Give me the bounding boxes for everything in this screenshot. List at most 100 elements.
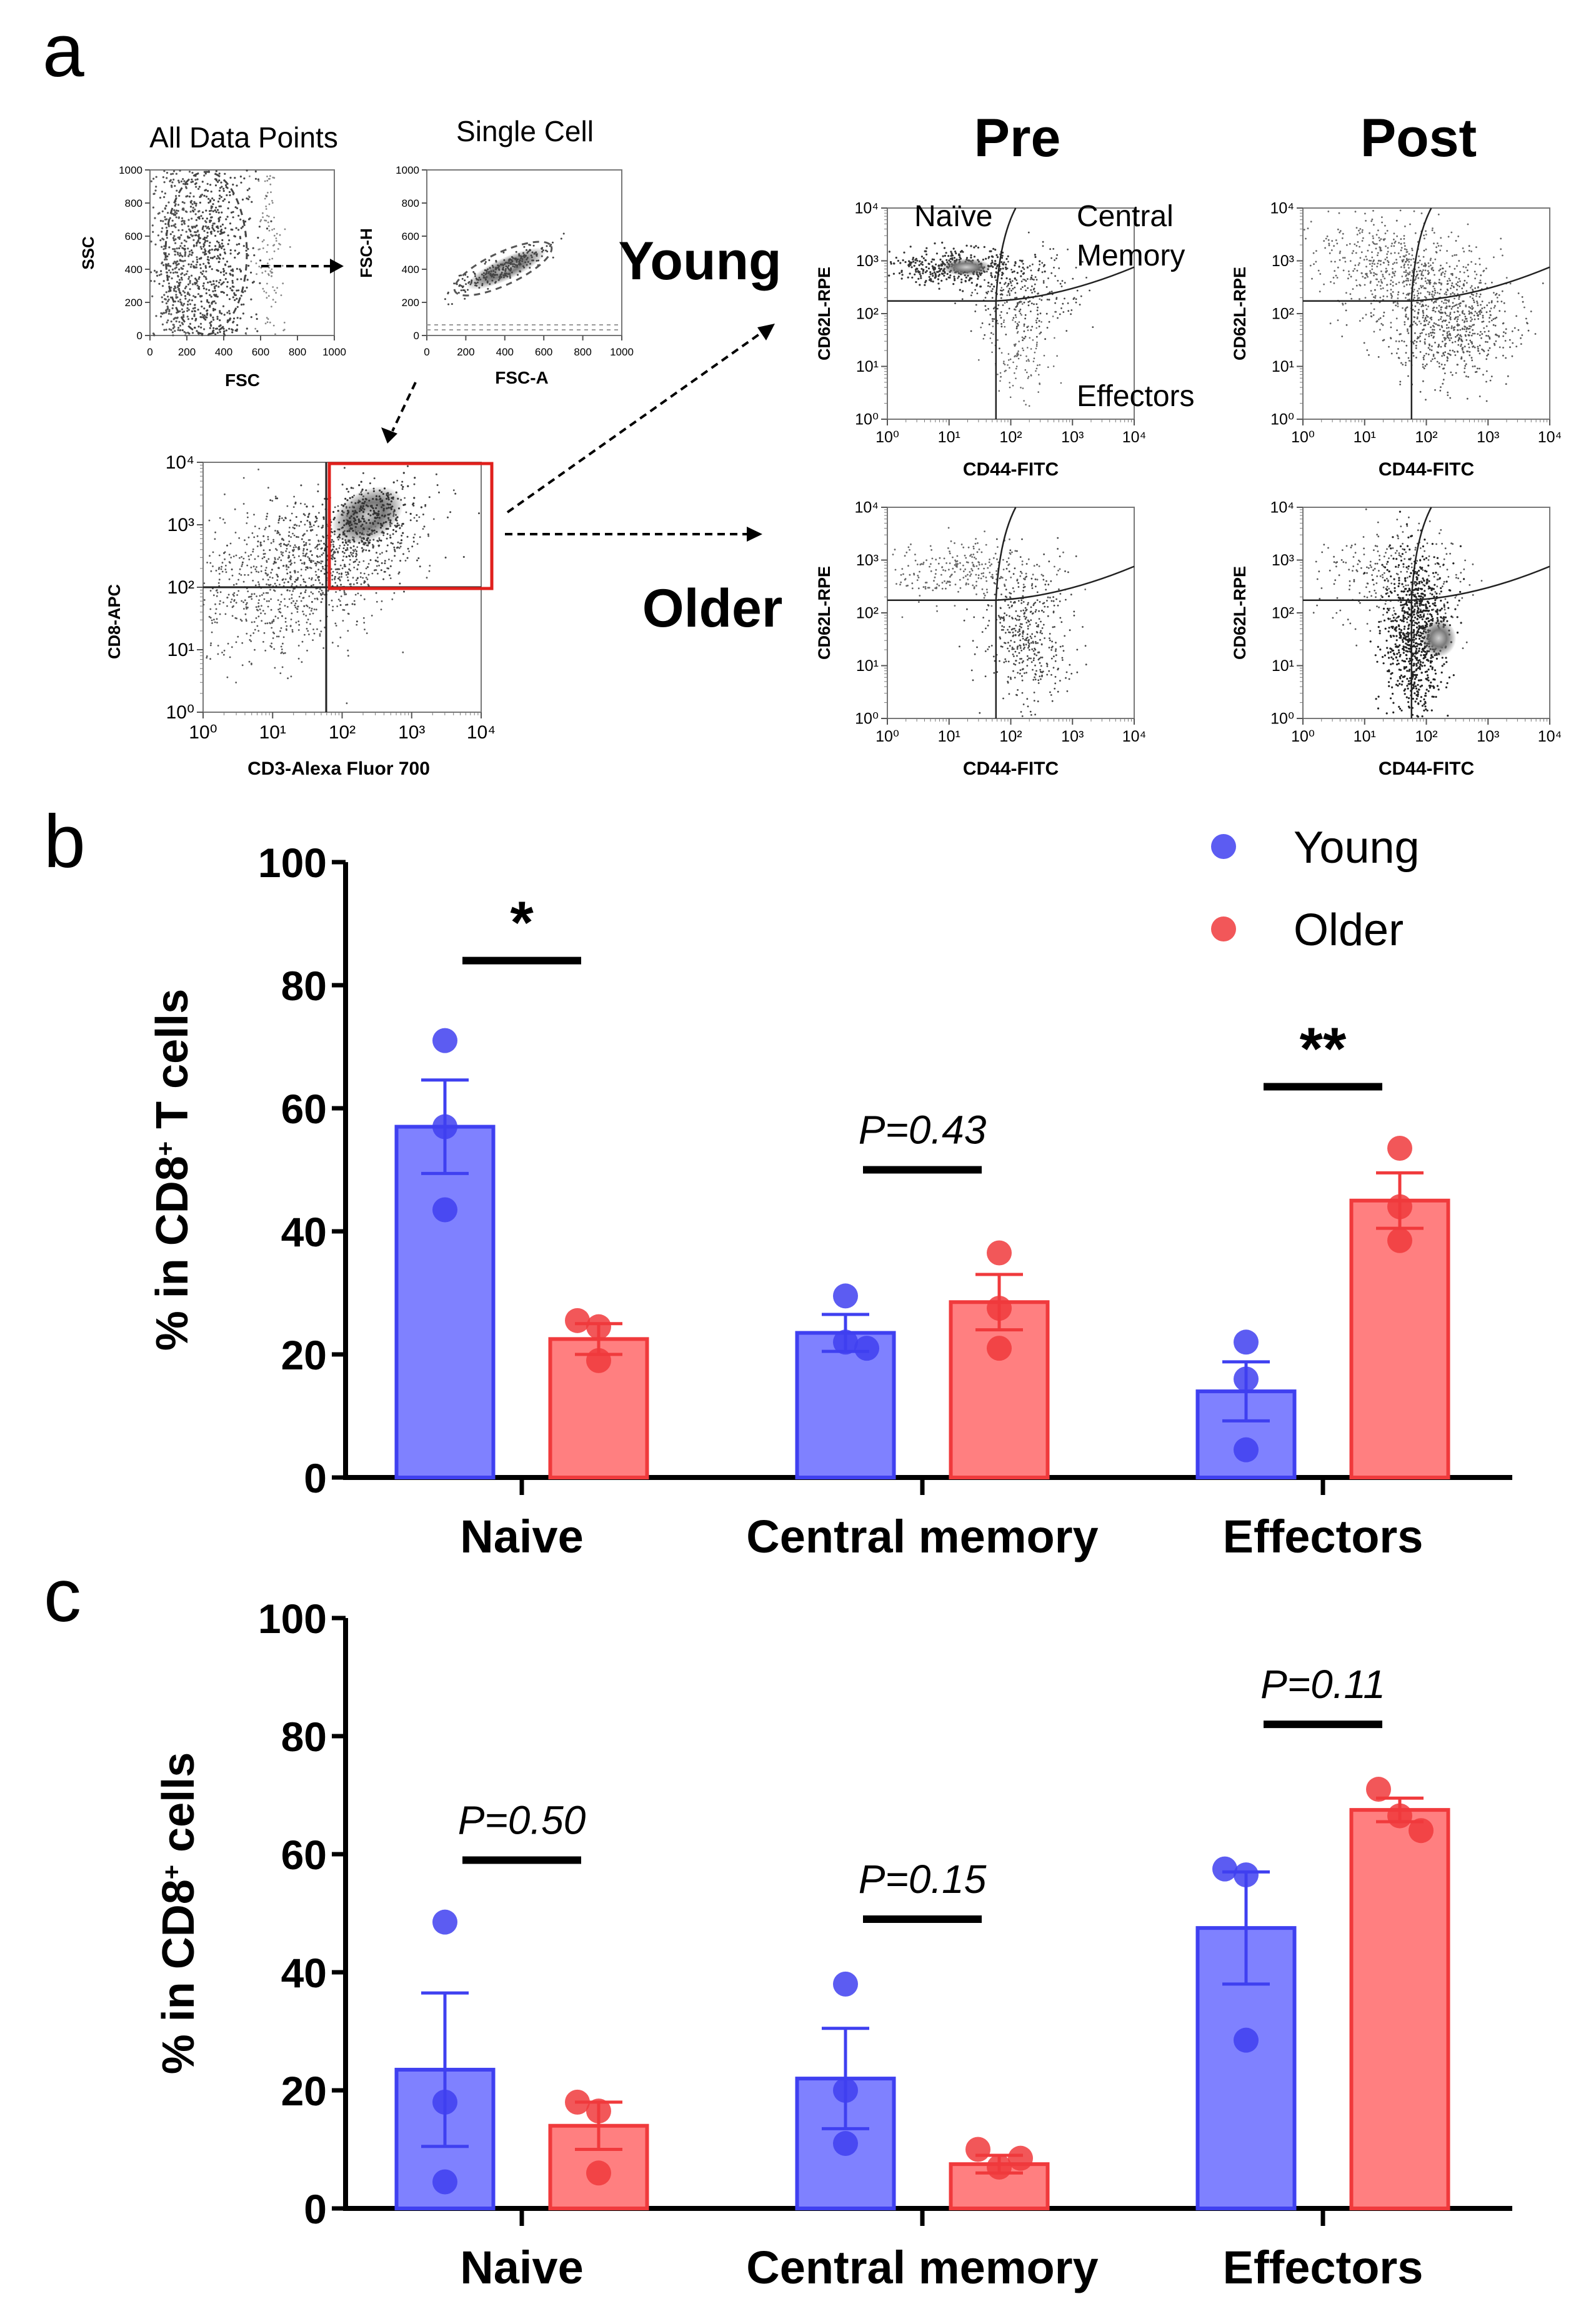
scatter-dot: [302, 513, 305, 515]
scatter-dot: [1397, 291, 1400, 293]
scatter-dot: [511, 256, 513, 258]
scatter-dot: [1457, 315, 1459, 318]
scatter-dot: [231, 615, 234, 617]
scatter-dot: [228, 239, 231, 242]
scatter-dot: [167, 300, 169, 302]
scatter-dot: [1010, 282, 1012, 284]
scatter-dot: [186, 195, 189, 197]
scatter-dot: [1303, 229, 1305, 231]
scatter-dot: [276, 549, 278, 551]
scatter-dot: [1393, 238, 1395, 241]
scatter-dot: [221, 312, 223, 315]
scatter-dot: [339, 604, 342, 606]
scatter-dot: [250, 595, 252, 598]
scatter-dot: [1448, 299, 1450, 301]
scatter-dot: [193, 315, 196, 317]
scatter-dot: [303, 544, 306, 547]
scatter-dot: [254, 327, 257, 330]
scatter-dot: [1490, 319, 1493, 322]
axis-label-fsc-h: FSC-H: [357, 228, 376, 277]
scatter-dot: [1405, 279, 1407, 282]
scatter-dot: [1431, 229, 1434, 231]
scatter-dot: [284, 517, 287, 519]
scatter-dot: [1454, 318, 1456, 320]
scatter-dot: [297, 657, 300, 660]
scatter-dot: [290, 675, 292, 678]
scatter-dot: [1030, 348, 1032, 350]
scatter-dot: [1009, 386, 1011, 389]
scatter-dot: [236, 583, 237, 585]
scatter-dot: [964, 271, 966, 274]
scatter-dot: [1440, 386, 1442, 388]
scatter-dot: [396, 525, 398, 528]
scatter-dot: [1407, 264, 1409, 266]
scatter-dot: [1337, 228, 1339, 231]
scatter-dot: [304, 591, 306, 593]
scatter-dot: [1378, 259, 1380, 262]
scatter-dot: [232, 593, 234, 596]
scatter-dot: [1459, 314, 1461, 316]
scatter-dot: [930, 280, 932, 282]
scatter-dot: [250, 640, 252, 642]
scatter-dot: [1027, 347, 1029, 349]
scatter-dot: [256, 317, 258, 320]
scatter-dot: [1364, 212, 1366, 215]
scatter-dot: [192, 307, 194, 310]
scatter-dot: [519, 270, 521, 272]
scatter-dot: [1323, 283, 1325, 286]
scatter-dot: [213, 222, 216, 225]
scatter-dot: [424, 504, 427, 506]
scatter-dot: [187, 292, 190, 295]
scatter-dot: [1392, 285, 1394, 287]
scatter-dot: [1485, 311, 1488, 314]
scatter-dot: [343, 544, 346, 547]
scatter-dot: [279, 607, 281, 610]
scatter-dot: [319, 635, 321, 637]
scatter-dot: [221, 247, 223, 249]
scatter-dot: [1444, 320, 1447, 322]
scatter-dot: [1382, 238, 1385, 241]
scatter-dot: [206, 309, 208, 312]
scatter-dot: [1390, 292, 1392, 295]
axis-label-ssc: SSC: [79, 236, 97, 270]
scatter-dot: [219, 279, 222, 281]
scatter-dot: [227, 201, 231, 204]
scatter-dot: [161, 246, 163, 248]
scatter-dot: [341, 510, 344, 512]
scatter-dot: [1020, 281, 1023, 282]
scatter-dot: [272, 324, 275, 327]
scatter-dot: [212, 316, 214, 319]
scatter-dot: [1455, 240, 1457, 242]
scatter-dot: [1372, 241, 1374, 243]
scatter-dot: [1386, 253, 1389, 256]
scatter-dot: [219, 311, 221, 314]
scatter-dot: [1042, 245, 1044, 247]
scatter-dot: [1035, 303, 1038, 305]
scatter-dot: [1395, 304, 1397, 307]
scatter-dot: [206, 237, 208, 239]
scatter-dot: [1044, 338, 1046, 340]
scatter-dot: [209, 562, 212, 564]
scatter-dot: [192, 244, 195, 247]
scatter-dot: [1502, 347, 1504, 349]
scatter-dot: [313, 632, 316, 635]
scatter-dot: [1312, 252, 1315, 254]
scatter-dot: [378, 495, 381, 498]
scatter-dot: [1421, 277, 1423, 279]
scatter-dot: [1417, 292, 1420, 295]
scatter-dot: [1407, 318, 1409, 320]
scatter-dot: [1474, 277, 1477, 280]
y-tick-label: 400: [402, 264, 419, 276]
scatter-dot: [1038, 320, 1040, 322]
scatter-dot: [1005, 334, 1007, 335]
scatter-dot: [369, 522, 371, 524]
scatter-dot: [191, 274, 193, 277]
scatter-dot: [301, 640, 304, 643]
scatter-dot: [1470, 285, 1473, 287]
scatter-dot: [212, 203, 214, 206]
scatter-dot: [280, 294, 282, 296]
scatter-dot: [220, 231, 222, 233]
scatter-dot: [359, 520, 362, 523]
scatter-dot: [1424, 269, 1427, 272]
scatter-dot: [364, 542, 367, 544]
